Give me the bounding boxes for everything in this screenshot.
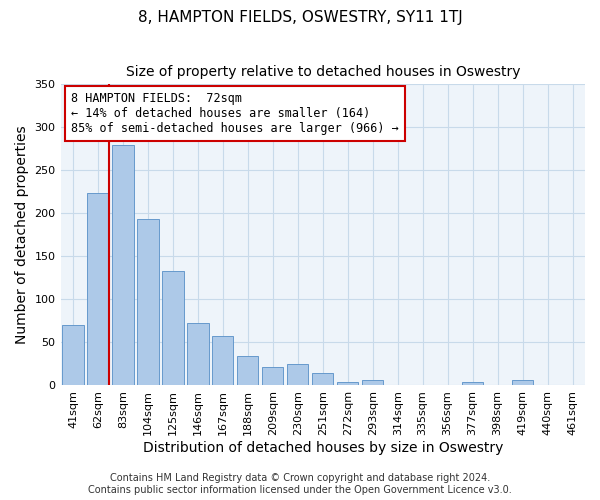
Bar xyxy=(163,271,184,386)
Bar xyxy=(562,384,583,386)
Title: Size of property relative to detached houses in Oswestry: Size of property relative to detached ho… xyxy=(125,65,520,79)
Bar xyxy=(287,364,308,386)
Bar xyxy=(212,336,233,386)
Y-axis label: Number of detached properties: Number of detached properties xyxy=(15,126,29,344)
Bar xyxy=(337,382,358,386)
Bar xyxy=(362,380,383,386)
Bar xyxy=(112,144,134,386)
Bar xyxy=(262,366,283,386)
Text: 8 HAMPTON FIELDS:  72sqm
← 14% of detached houses are smaller (164)
85% of semi-: 8 HAMPTON FIELDS: 72sqm ← 14% of detache… xyxy=(71,92,399,135)
Text: Contains HM Land Registry data © Crown copyright and database right 2024.
Contai: Contains HM Land Registry data © Crown c… xyxy=(88,474,512,495)
Text: 8, HAMPTON FIELDS, OSWESTRY, SY11 1TJ: 8, HAMPTON FIELDS, OSWESTRY, SY11 1TJ xyxy=(137,10,463,25)
Bar xyxy=(62,325,83,386)
Bar xyxy=(512,380,533,386)
Bar xyxy=(312,372,334,386)
Bar xyxy=(187,322,209,386)
X-axis label: Distribution of detached houses by size in Oswestry: Distribution of detached houses by size … xyxy=(143,441,503,455)
Bar xyxy=(137,220,158,386)
Bar xyxy=(88,192,109,386)
Bar xyxy=(462,382,483,386)
Bar xyxy=(237,356,259,386)
